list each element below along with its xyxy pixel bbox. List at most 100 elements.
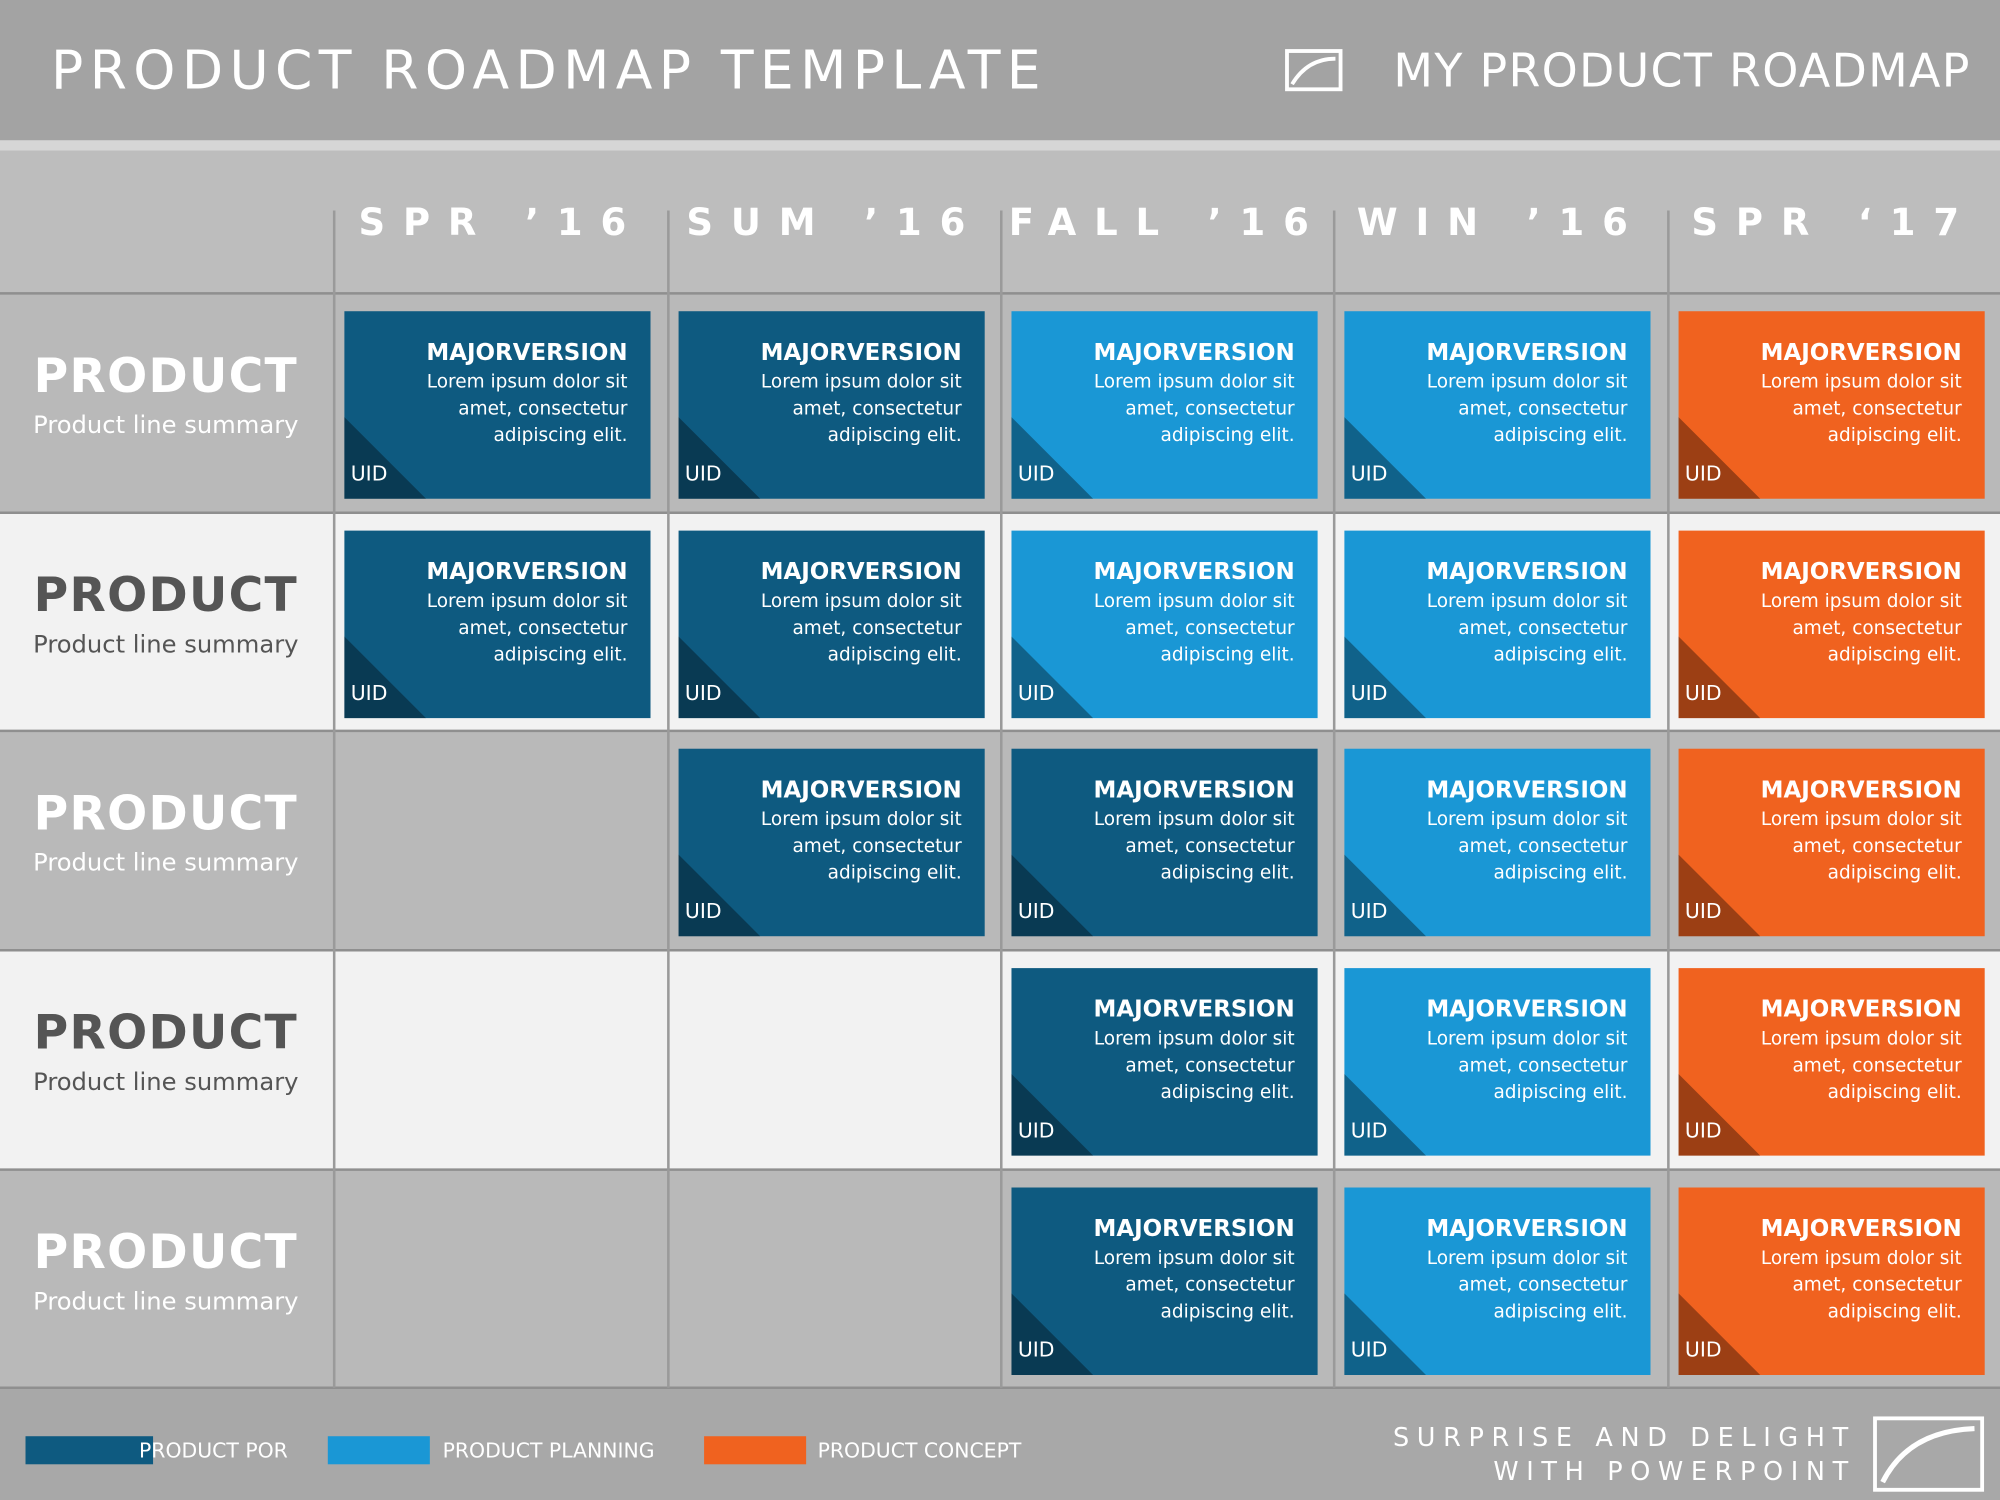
footer-tagline: SURPRISE AND DELIGHT xyxy=(1393,1423,1856,1453)
card-uid: UID xyxy=(1685,1118,1722,1142)
card-corner xyxy=(1344,854,1427,937)
card-title: MAJORVERSION xyxy=(761,340,962,366)
card-text: adipiscing elit. xyxy=(493,425,627,446)
column-header: SPR ‘17 xyxy=(1691,201,1977,244)
roadmap-card: MAJORVERSION Lorem ipsum dolor sit amet, c… xyxy=(1678,968,1985,1156)
card-body xyxy=(344,530,651,719)
card-body xyxy=(1678,968,1985,1156)
card-body xyxy=(1678,530,1985,719)
roadmap-card: MAJORVERSION Lorem ipsum dolor sit amet, c… xyxy=(1011,968,1318,1156)
column-header: SUM ’16 xyxy=(686,201,983,244)
card-corner xyxy=(1678,854,1761,937)
card-text: adipiscing elit. xyxy=(1493,645,1627,666)
card-text: Lorem ipsum dolor sit xyxy=(1761,809,1962,830)
row-summary: Product line summary xyxy=(33,849,298,877)
card-corner xyxy=(1344,1073,1427,1156)
card-text: adipiscing elit. xyxy=(1493,1082,1627,1103)
card-body xyxy=(1678,1187,1985,1375)
card-title: MAJORVERSION xyxy=(1094,1216,1295,1242)
column-header: SPR ’16 xyxy=(359,201,645,244)
card-title: MAJORVERSION xyxy=(1426,777,1627,803)
card-body xyxy=(1344,530,1651,719)
card-body xyxy=(1011,311,1318,499)
card-corner xyxy=(678,854,761,937)
roadmap-card: MAJORVERSION Lorem ipsum dolor sit amet, c… xyxy=(1344,748,1651,937)
card-body xyxy=(1344,311,1651,499)
roadmap-card: MAJORVERSION Lorem ipsum dolor sit amet, c… xyxy=(678,530,985,719)
card-body xyxy=(1344,1187,1651,1375)
row-summary: Product line summary xyxy=(33,1287,298,1315)
card-text: amet, consectetur xyxy=(458,398,628,419)
card-text: Lorem ipsum dolor sit xyxy=(1427,1029,1628,1050)
card-text: amet, consectetur xyxy=(792,618,962,639)
card-text: amet, consectetur xyxy=(1792,1055,1962,1076)
footer-tagline: WITH POWERPOINT xyxy=(1493,1457,1855,1487)
card-uid: UID xyxy=(351,461,388,485)
card-uid: UID xyxy=(1018,1118,1055,1142)
card-uid: UID xyxy=(1018,461,1055,485)
card-text: Lorem ipsum dolor sit xyxy=(427,372,628,393)
card-corner xyxy=(1678,636,1761,719)
card-title: MAJORVERSION xyxy=(1426,559,1627,585)
card-text: Lorem ipsum dolor sit xyxy=(1761,591,1962,612)
card-title: MAJORVERSION xyxy=(1094,340,1295,366)
card-title: MAJORVERSION xyxy=(1094,777,1295,803)
card-text: amet, consectetur xyxy=(1125,1275,1295,1296)
card-uid: UID xyxy=(1351,1338,1388,1362)
card-uid: UID xyxy=(1685,1338,1722,1362)
card-title: MAJORVERSION xyxy=(1426,1216,1627,1242)
roadmap-card: MAJORVERSION Lorem ipsum dolor sit amet, c… xyxy=(1344,311,1651,499)
card-body xyxy=(1011,530,1318,719)
roadmap-card: MAJORVERSION Lorem ipsum dolor sit amet, c… xyxy=(1344,530,1651,719)
card-text: Lorem ipsum dolor sit xyxy=(1761,1248,1962,1269)
card-text: Lorem ipsum dolor sit xyxy=(1094,1248,1295,1269)
row-title: PRODUCT xyxy=(34,568,298,623)
card-text: amet, consectetur xyxy=(1125,836,1295,857)
roadmap-card: MAJORVERSION Lorem ipsum dolor sit amet, c… xyxy=(678,748,985,937)
roadmap-card: MAJORVERSION Lorem ipsum dolor sit amet, c… xyxy=(1011,1187,1318,1375)
card-text: adipiscing elit. xyxy=(493,645,627,666)
card-text: adipiscing elit. xyxy=(1161,425,1295,446)
card-text: Lorem ipsum dolor sit xyxy=(761,591,962,612)
legend-label: PRODUCT CONCEPT xyxy=(818,1439,1022,1463)
card-text: amet, consectetur xyxy=(1125,618,1295,639)
card-uid: UID xyxy=(1685,681,1722,705)
card-corner xyxy=(678,636,761,719)
roadmap-card: MAJORVERSION Lorem ipsum dolor sit amet, c… xyxy=(344,530,651,719)
column-header: WIN ’16 xyxy=(1357,201,1646,244)
card-text: adipiscing elit. xyxy=(828,645,962,666)
row-title: PRODUCT xyxy=(34,1225,298,1280)
card-uid: UID xyxy=(685,681,722,705)
card-text: amet, consectetur xyxy=(1458,618,1628,639)
roadmap-card: MAJORVERSION Lorem ipsum dolor sit amet, c… xyxy=(1678,1187,1985,1375)
card-body xyxy=(1344,748,1651,937)
row-title: PRODUCT xyxy=(34,349,298,404)
card-corner xyxy=(1011,1073,1094,1156)
card-text: Lorem ipsum dolor sit xyxy=(1761,372,1962,393)
footer-icon xyxy=(1873,1416,1985,1492)
card-uid: UID xyxy=(1351,1118,1388,1142)
card-text: amet, consectetur xyxy=(792,836,962,857)
card-title: MAJORVERSION xyxy=(1426,997,1627,1023)
card-corner xyxy=(1344,636,1427,719)
roadmap-card: MAJORVERSION Lorem ipsum dolor sit amet, c… xyxy=(1344,1187,1651,1375)
legend-swatch xyxy=(327,1436,430,1465)
card-uid: UID xyxy=(1351,461,1388,485)
brand-title: MY PRODUCT ROADMAP xyxy=(1393,43,1970,97)
card-text: amet, consectetur xyxy=(1792,1275,1962,1296)
card-body xyxy=(344,311,651,499)
card-text: adipiscing elit. xyxy=(1828,425,1962,446)
card-title: MAJORVERSION xyxy=(1761,340,1962,366)
header-band xyxy=(0,0,2000,141)
card-text: adipiscing elit. xyxy=(1161,1082,1295,1103)
card-text: amet, consectetur xyxy=(1792,398,1962,419)
card-text: adipiscing elit. xyxy=(1493,863,1627,884)
card-text: adipiscing elit. xyxy=(1828,1082,1962,1103)
card-text: amet, consectetur xyxy=(1458,1055,1628,1076)
card-body xyxy=(1011,1187,1318,1375)
roadmap-card: MAJORVERSION Lorem ipsum dolor sit amet, c… xyxy=(1011,530,1318,719)
row-summary: Product line summary xyxy=(33,630,298,658)
card-text: Lorem ipsum dolor sit xyxy=(1427,591,1628,612)
